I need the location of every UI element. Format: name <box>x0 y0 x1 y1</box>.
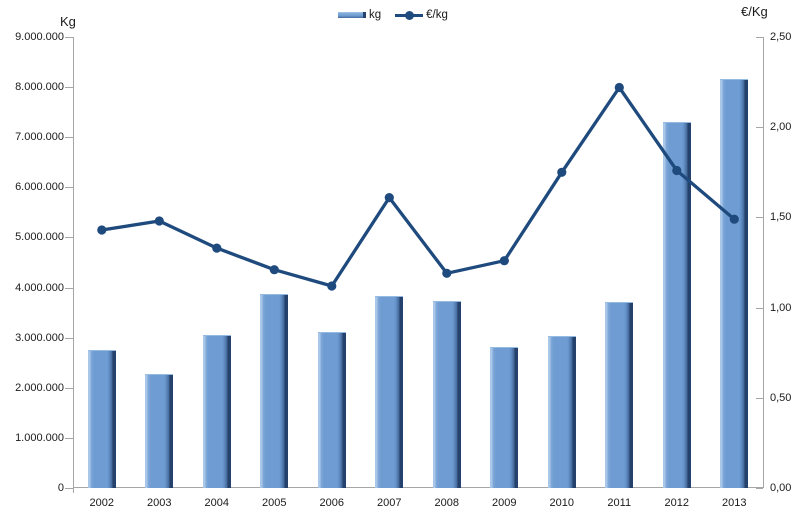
x-label-2003: 2003 <box>147 497 172 509</box>
bar-2005 <box>260 294 289 488</box>
left-axis-tick <box>65 287 73 289</box>
x-label-2007: 2007 <box>377 497 402 509</box>
left-axis-title: Kg <box>60 14 76 29</box>
y-tick-label-left: 9.000.000 <box>15 31 64 43</box>
bar-2008 <box>432 300 461 488</box>
legend-item-eur-per-kg: €/kg <box>395 9 448 21</box>
x-label-2004: 2004 <box>204 497 229 509</box>
price-marker-2003 <box>154 216 164 226</box>
left-axis-tick <box>65 337 73 339</box>
legend-label-eur-per-kg: €/kg <box>426 9 448 21</box>
legend-item-kg: kg <box>338 9 381 21</box>
price-marker-2005 <box>269 265 279 275</box>
right-axis-line <box>763 37 764 488</box>
price-marker-2010 <box>557 167 567 177</box>
left-axis-tick <box>65 37 73 38</box>
left-axis-tick <box>65 187 73 189</box>
right-axis-tick <box>756 37 763 38</box>
y-tick-label-left: 4.000.000 <box>15 281 64 294</box>
bar-2011 <box>605 301 634 488</box>
y-tick-label-right: 0,50 <box>770 391 792 404</box>
x-label-2009: 2009 <box>492 497 517 509</box>
price-line <box>100 85 736 288</box>
price-marker-2006 <box>327 281 337 291</box>
y-tick-label-right: 1,50 <box>770 211 792 224</box>
price-marker-2004 <box>212 243 222 253</box>
y-tick-label-left: 7.000.000 <box>15 131 64 144</box>
left-axis-tick <box>65 137 73 139</box>
x-label-2012: 2012 <box>664 497 689 509</box>
bar-series-swatch-icon <box>338 12 366 18</box>
x-label-2005: 2005 <box>262 497 287 509</box>
bar-2003 <box>145 373 174 488</box>
y-tick-label-left: 6.000.000 <box>15 181 64 194</box>
right-axis-tick <box>756 217 763 219</box>
price-marker-2011 <box>614 82 624 93</box>
y-tick-label-left: 1.000.000 <box>15 431 64 444</box>
x-label-2008: 2008 <box>434 497 459 509</box>
legend: kg €/kg <box>338 9 448 21</box>
left-axis-line <box>73 37 74 493</box>
y-tick-label-right: 1,00 <box>770 301 792 314</box>
bar-2007 <box>375 296 404 488</box>
right-axis-tick <box>756 307 763 309</box>
bar-2012 <box>662 121 691 488</box>
x-label-2013: 2013 <box>722 497 747 509</box>
bar-2004 <box>202 334 231 488</box>
x-label-2006: 2006 <box>319 497 344 509</box>
left-axis-tick <box>65 437 73 439</box>
right-axis-tick <box>756 397 763 399</box>
y-tick-label-right: 2,50 <box>770 31 792 43</box>
price-marker-2002 <box>97 225 107 235</box>
x-axis-line <box>73 487 764 488</box>
bar-2002 <box>87 350 116 488</box>
bar-2010 <box>547 335 576 488</box>
x-label-2010: 2010 <box>549 497 574 509</box>
right-axis-tick <box>756 488 763 489</box>
y-tick-label-right: 2,00 <box>770 121 792 134</box>
bar-2006 <box>317 331 346 488</box>
y-tick-label-left: 2.000.000 <box>15 381 64 394</box>
price-marker-2007 <box>384 193 394 203</box>
price-marker-2009 <box>499 256 509 266</box>
bar-2013 <box>720 78 749 488</box>
legend-label-kg: kg <box>369 9 382 21</box>
bar-2009 <box>490 347 519 488</box>
y-tick-label-right: 0,00 <box>770 482 792 494</box>
price-marker-2008 <box>442 268 452 278</box>
y-tick-label-left: 3.000.000 <box>15 331 64 344</box>
right-axis-tick <box>756 127 763 129</box>
x-label-2002: 2002 <box>89 497 114 509</box>
right-axis-title: €/Kg <box>741 4 768 19</box>
x-label-2011: 2011 <box>607 497 632 509</box>
y-tick-label-left: 5.000.000 <box>15 231 64 244</box>
y-tick-label-left: 8.000.000 <box>15 81 64 94</box>
line-series-swatch-icon <box>395 10 424 20</box>
left-axis-tick <box>65 237 73 239</box>
y-tick-label-left: 0 <box>57 482 64 494</box>
left-axis-tick <box>65 87 73 89</box>
left-axis-tick <box>65 387 73 389</box>
left-axis-tick <box>65 488 73 489</box>
